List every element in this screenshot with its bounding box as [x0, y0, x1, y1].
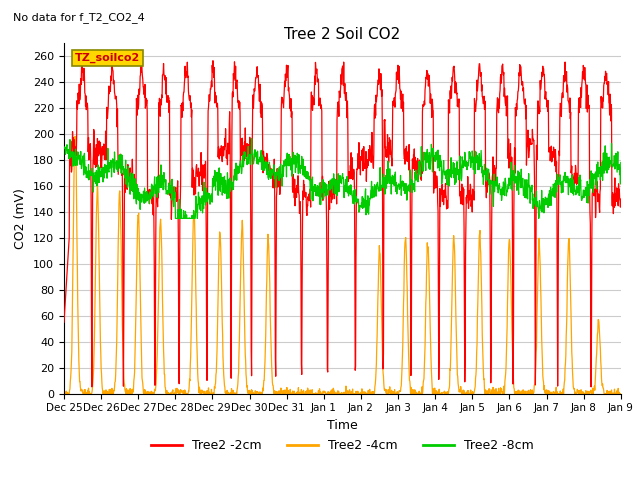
Title: Tree 2 Soil CO2: Tree 2 Soil CO2	[284, 27, 401, 42]
Y-axis label: CO2 (mV): CO2 (mV)	[15, 188, 28, 249]
Text: No data for f_T2_CO2_4: No data for f_T2_CO2_4	[13, 12, 145, 23]
Legend: Tree2 -2cm, Tree2 -4cm, Tree2 -8cm: Tree2 -2cm, Tree2 -4cm, Tree2 -8cm	[146, 434, 539, 457]
X-axis label: Time: Time	[327, 419, 358, 432]
Text: TZ_soilco2: TZ_soilco2	[75, 53, 140, 63]
